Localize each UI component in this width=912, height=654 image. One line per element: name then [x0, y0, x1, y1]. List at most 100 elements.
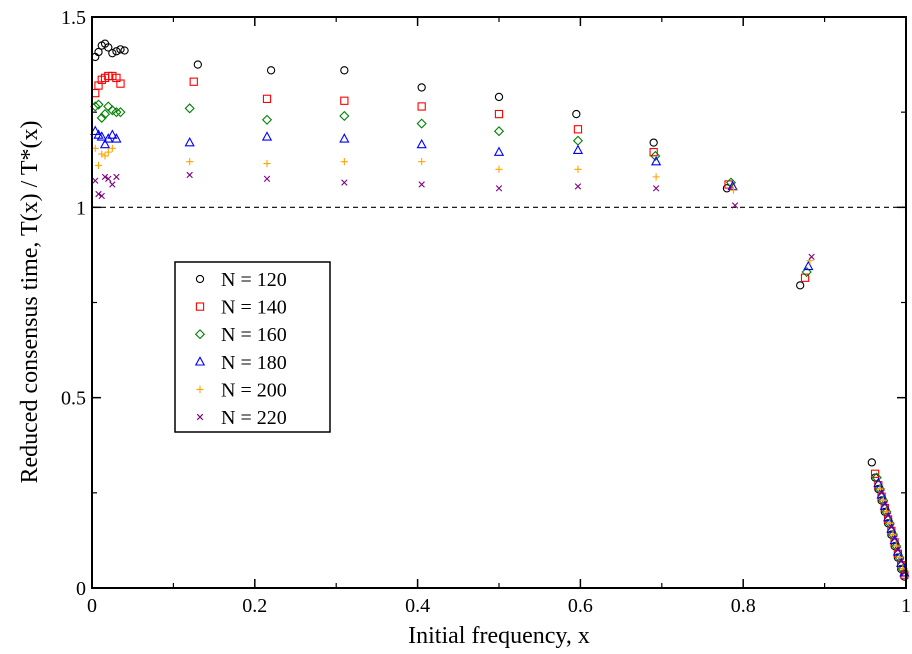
data-point	[729, 186, 738, 194]
data-point	[107, 129, 118, 139]
data-point	[115, 107, 126, 118]
data-point	[895, 557, 907, 568]
data-point	[98, 192, 105, 200]
legend-entry: N = 220	[221, 407, 287, 429]
data-point	[184, 103, 195, 114]
data-point	[189, 77, 198, 86]
data-point	[99, 138, 111, 149]
data-point	[878, 489, 885, 497]
data-point	[418, 181, 425, 188]
data-point	[894, 546, 902, 554]
data-point	[493, 126, 505, 137]
data-point	[108, 144, 116, 152]
data-point	[94, 161, 103, 170]
legend-entry: N = 120	[221, 269, 287, 291]
x-axis-label: Initial frequency, x	[408, 623, 590, 649]
data-point	[494, 109, 504, 119]
data-point	[186, 171, 193, 179]
data-point	[266, 66, 276, 75]
data-point	[92, 177, 99, 184]
data-point	[101, 173, 109, 181]
y-tick-label: 1.5	[61, 7, 86, 29]
data-point	[650, 150, 661, 162]
data-point	[796, 281, 805, 290]
data-point	[104, 43, 113, 52]
y-axis-label: Reduced consensus time, T(x) / T*(x)	[17, 120, 43, 483]
data-point	[892, 546, 903, 556]
data-point	[808, 253, 815, 261]
y-tick-label: 0	[76, 578, 86, 600]
data-point	[803, 260, 814, 271]
data-point	[262, 94, 272, 103]
data-point	[873, 477, 884, 488]
x-tick-label: 0.6	[568, 595, 593, 617]
data-point	[879, 500, 890, 510]
data-point	[108, 49, 117, 58]
data-point	[104, 148, 112, 156]
data-point	[340, 66, 349, 75]
data-point	[193, 60, 202, 69]
data-point	[96, 131, 107, 141]
data-point	[725, 177, 737, 188]
data-point	[886, 523, 897, 533]
data-point	[96, 112, 107, 123]
data-point	[727, 180, 738, 191]
data-point	[574, 165, 582, 173]
data-point	[416, 118, 427, 129]
axis-ticks-layer: 0 0.2 0.4 0.6 0.8 1 0 0.5 1 1.5	[61, 7, 911, 617]
data-point	[867, 458, 876, 467]
series-n-180	[90, 125, 910, 577]
legend-marker	[194, 356, 206, 366]
legend-marker	[195, 302, 205, 311]
data-point	[882, 511, 894, 522]
data-point	[105, 175, 112, 182]
data-point	[888, 523, 895, 531]
data-point	[891, 535, 898, 542]
series-n-200	[91, 144, 907, 573]
data-point	[495, 185, 503, 192]
data-point	[109, 181, 116, 188]
data-point	[574, 183, 582, 190]
data-point	[572, 144, 584, 154]
data-point	[652, 173, 660, 181]
data-point	[94, 47, 103, 57]
legend-entry: N = 200	[221, 379, 287, 401]
data-point	[417, 83, 426, 92]
legend-marker	[194, 329, 206, 340]
data-point	[876, 489, 887, 499]
data-point	[649, 138, 658, 147]
data-point	[263, 175, 271, 182]
data-point	[572, 109, 581, 119]
x-tick-label: 0.2	[242, 595, 267, 617]
legend-marker	[196, 385, 204, 393]
data-point	[340, 158, 348, 166]
data-point	[95, 190, 102, 198]
data-point	[116, 45, 125, 54]
legend-marker	[195, 274, 205, 284]
data-point	[652, 185, 660, 192]
x-tick-label: 1	[901, 595, 911, 617]
data-point	[417, 102, 426, 111]
data-point	[889, 534, 900, 545]
data-point	[870, 469, 880, 478]
data-point	[261, 131, 273, 141]
data-point	[340, 96, 349, 105]
x-tick-label: 0	[87, 595, 97, 617]
data-point	[897, 558, 905, 565]
data-point	[494, 92, 504, 102]
x-tick-label: 0.4	[405, 595, 430, 617]
data-point	[90, 125, 101, 135]
data-point	[801, 266, 812, 278]
data-point	[261, 114, 273, 125]
data-point	[416, 138, 427, 149]
legend: N = 120 N = 140 N = 160 N = 180 N = 200 N = 2…	[174, 261, 331, 433]
data-points-layer	[90, 39, 910, 581]
legend-entry: N = 180	[221, 352, 287, 374]
data-point	[339, 110, 350, 122]
legend-entry: N = 160	[221, 324, 287, 346]
data-point	[112, 47, 121, 56]
legend-marker	[196, 413, 204, 421]
data-point	[731, 202, 739, 209]
data-point	[650, 156, 662, 166]
